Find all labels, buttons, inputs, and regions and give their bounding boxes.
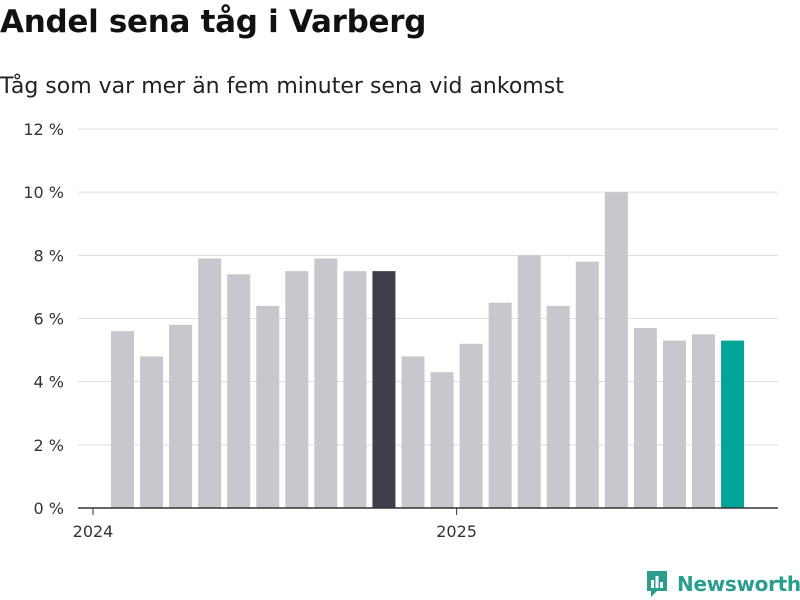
y-tick-label: 12 % [23,120,64,139]
x-tick-label: 2025 [436,522,477,541]
bar [604,192,628,508]
newsworthy-logo: Newsworthy [645,568,800,600]
bar [721,340,745,508]
bar [575,261,599,508]
chart-subtitle: Tåg som var mer än fem minuter sena vid … [0,74,564,99]
y-tick-label: 2 % [34,436,64,455]
y-tick-label: 8 % [34,246,64,265]
bar [169,324,193,508]
bar [546,305,570,508]
bar [198,258,222,508]
bar [401,356,425,508]
bar [314,258,338,508]
bar [459,343,483,508]
y-tick-label: 10 % [23,183,64,202]
newsworthy-logo-text: Newsworthy [677,572,800,596]
bar [111,331,134,508]
chart-title: Andel sena tåg i Varberg [0,4,427,40]
bar [517,255,541,508]
bar [372,271,396,508]
y-tick-label: 0 % [34,499,64,518]
bar [430,372,454,508]
bar [140,356,164,508]
bar [256,305,280,508]
bar [488,302,512,508]
bar [285,271,309,508]
bar [633,327,657,508]
newsworthy-logo-icon [647,571,667,597]
bar [692,334,715,508]
bar [227,274,251,508]
x-tick-label: 2024 [73,522,114,541]
y-tick-label: 4 % [34,373,64,392]
bar [662,340,686,508]
bar [343,271,367,508]
y-tick-label: 6 % [34,310,64,329]
